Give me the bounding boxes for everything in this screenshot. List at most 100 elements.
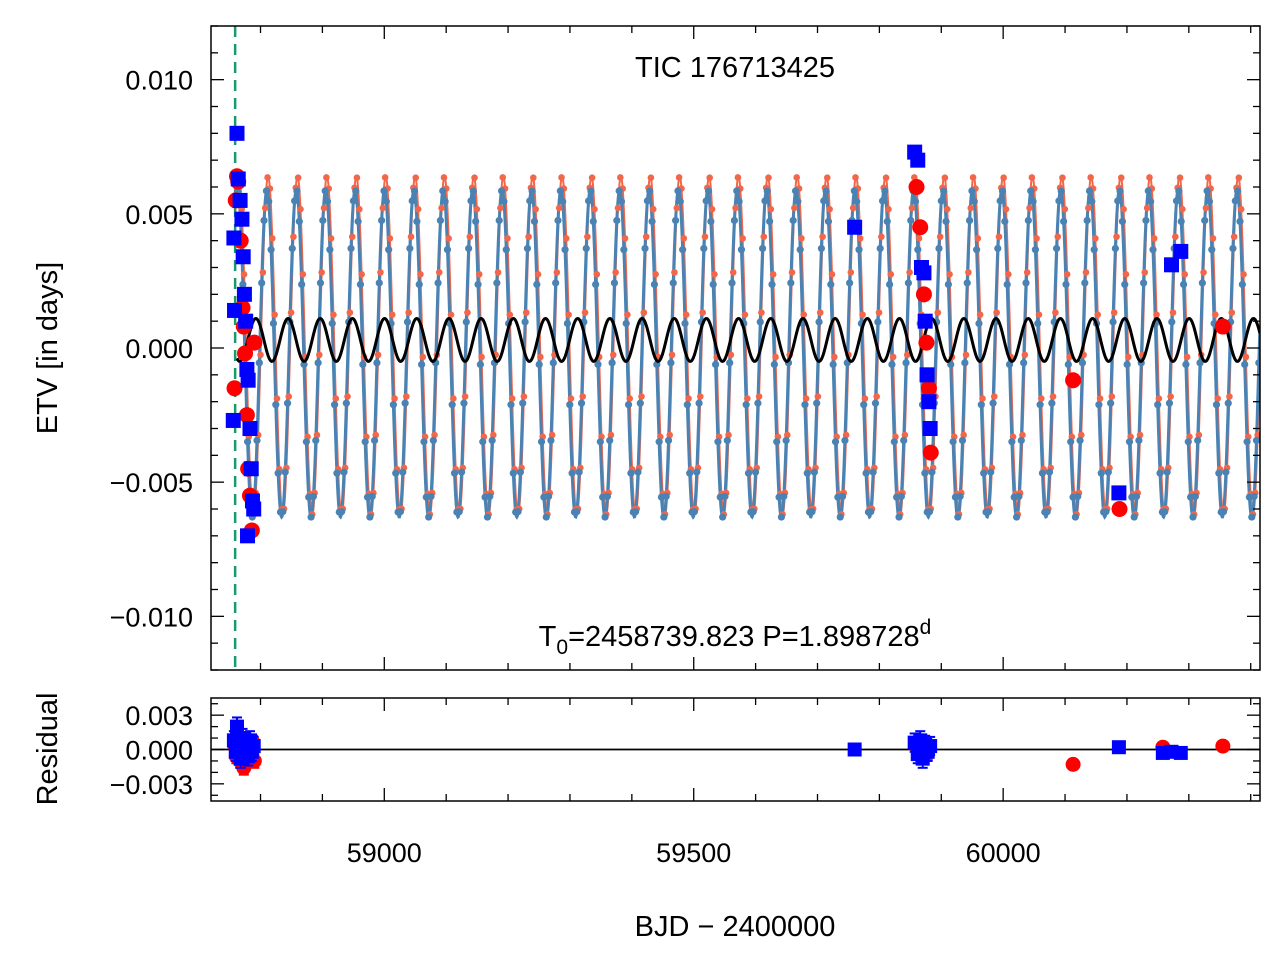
secondary-etv-point [240, 528, 256, 544]
primary-model-point [264, 174, 271, 181]
secondary-model-point [667, 359, 675, 367]
primary-model-point [316, 351, 323, 359]
secondary-model-point [702, 197, 710, 205]
secondary-model-point [1241, 360, 1249, 369]
secondary-model-point [1012, 513, 1021, 521]
primary-model-point [1226, 393, 1233, 400]
secondary-model-point [730, 216, 738, 225]
secondary-model-point [766, 217, 774, 226]
primary-model-point [379, 204, 387, 212]
primary-model-point [887, 270, 895, 278]
secondary-model-point [549, 359, 557, 367]
secondary-model-point [469, 187, 477, 195]
primary-model-point [520, 393, 528, 400]
primary-model-point [273, 395, 281, 402]
primary-model-point [353, 174, 361, 182]
secondary-model-point [860, 401, 868, 409]
secondary-etv-point [243, 461, 259, 477]
secondary-model-point [963, 279, 971, 287]
secondary-model-point [994, 244, 1002, 253]
secondary-model-point [791, 187, 800, 195]
secondary-model-point [690, 508, 699, 516]
primary-model-point [584, 233, 591, 241]
secondary-etv-point [1164, 257, 1180, 273]
secondary-model-point [514, 508, 522, 516]
secondary-model-point [330, 401, 339, 409]
primary-model-point [901, 431, 909, 439]
secondary-model-point [1114, 197, 1122, 205]
secondary-model-point [603, 492, 611, 501]
primary-model-point [828, 270, 836, 278]
primary-model-point [1122, 270, 1130, 278]
primary-model-point [435, 269, 443, 276]
main-y-tick-label: −0.005 [110, 468, 193, 498]
secondary-model-point [984, 508, 992, 516]
secondary-model-point [354, 217, 362, 226]
secondary-model-point [476, 360, 484, 369]
primary-model-point [1063, 270, 1071, 278]
secondary-model-point [465, 244, 473, 253]
secondary-model-point [829, 360, 837, 369]
primary-model-point [1028, 174, 1036, 181]
residual-y-tick-label: 0.000 [125, 736, 193, 766]
secondary-model-point [617, 197, 626, 206]
secondary-model-point [641, 244, 649, 253]
secondary-model-point [1027, 187, 1035, 195]
secondary-model-point [1201, 216, 1209, 225]
main-y-axis-label: ETV [in days] [32, 262, 64, 434]
primary-model-point [297, 205, 304, 213]
primary-model-point [407, 233, 415, 241]
secondary-model-point [1036, 401, 1044, 409]
main-panel: 0.010 0.005 0.000 −0.005 −0.010 TIC 17671342… [32, 25, 1261, 671]
primary-model-point [769, 270, 777, 278]
primary-model-point [784, 431, 791, 439]
primary-model-point [725, 431, 732, 439]
secondary-model-point [987, 468, 995, 476]
primary-model-point [765, 174, 772, 182]
primary-model-point [941, 174, 949, 182]
secondary-model-point [949, 438, 957, 446]
secondary-etv-point [847, 219, 863, 235]
primary-model-point [934, 309, 942, 316]
secondary-model-point [827, 280, 835, 288]
secondary-model-point [260, 216, 268, 225]
primary-model-point [609, 351, 617, 359]
primary-model-point [1172, 233, 1179, 241]
primary-model-point [816, 309, 824, 316]
primary-model-point [673, 204, 681, 212]
primary-model-point [522, 309, 530, 316]
secondary-model-point [1189, 513, 1197, 521]
secondary-model-point [1198, 279, 1206, 287]
primary-model-point [1005, 270, 1012, 278]
primary-model-point [355, 205, 363, 213]
primary-residual-point [1065, 756, 1081, 772]
primary-model-point [327, 235, 335, 242]
secondary-model-point [382, 197, 390, 206]
secondary-model-point [925, 508, 934, 516]
chart-title: TIC 176713425 [635, 52, 835, 84]
secondary-model-point [269, 319, 278, 328]
secondary-model-point [255, 359, 263, 367]
secondary-model-point [1121, 280, 1129, 288]
secondary-etv-point [919, 367, 935, 383]
primary-model-point [969, 174, 977, 181]
secondary-model-point [648, 217, 656, 226]
secondary-model-point [509, 469, 517, 477]
secondary-model-point [782, 436, 790, 444]
primary-model-point [377, 269, 384, 276]
secondary-model-point [824, 217, 833, 226]
primary-model-point [990, 393, 998, 400]
primary-model-point [1146, 174, 1153, 181]
primary-model-point [1167, 393, 1174, 400]
primary-model-point [1125, 353, 1132, 361]
secondary-model-point [1243, 438, 1251, 446]
residual-y-axis-label: Residual [32, 693, 64, 806]
secondary-model-point [895, 513, 903, 521]
secondary-model-point [1163, 468, 1171, 476]
secondary-model-point [427, 492, 435, 501]
primary-model-point [290, 233, 297, 241]
secondary-model-point [796, 246, 804, 254]
primary-model-point [831, 353, 838, 361]
secondary-etv-point [232, 192, 248, 208]
secondary-model-point [759, 244, 767, 253]
